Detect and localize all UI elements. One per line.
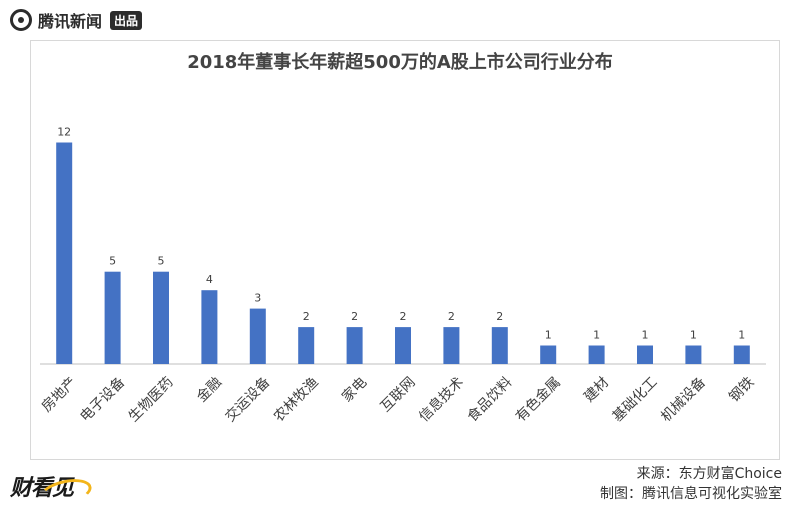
data-label-8: 2 xyxy=(448,310,455,323)
category-label-11: 建材 xyxy=(581,374,612,405)
credit-text: 制图：腾讯信息可视化实验室 xyxy=(600,486,782,502)
data-label-4: 3 xyxy=(254,292,261,305)
data-label-14: 1 xyxy=(738,329,745,342)
category-label-9: 食品饮料 xyxy=(464,374,516,426)
category-label-2: 生物医药 xyxy=(126,374,177,425)
source-block: 来源：东方财富Choice 制图：腾讯信息可视化实验室 xyxy=(600,464,782,504)
bar-14 xyxy=(733,345,750,364)
bar-0 xyxy=(56,142,73,364)
bar-4 xyxy=(249,308,266,364)
bar-7 xyxy=(395,327,411,364)
bar-11 xyxy=(588,345,605,364)
data-label-10: 1 xyxy=(545,329,552,342)
category-label-1: 电子设备 xyxy=(77,374,129,426)
data-label-2: 5 xyxy=(158,255,165,268)
bar-13 xyxy=(685,345,702,364)
data-label-12: 1 xyxy=(642,329,649,342)
category-label-3: 金融 xyxy=(194,374,225,405)
category-label-4: 交运设备 xyxy=(222,374,274,426)
data-label-1: 5 xyxy=(109,255,116,268)
bar-10 xyxy=(540,345,557,364)
data-label-6: 2 xyxy=(351,310,358,323)
category-label-10: 有色金属 xyxy=(512,374,564,426)
bar-3 xyxy=(201,290,218,364)
data-label-9: 2 xyxy=(496,310,503,323)
category-label-8: 信息技术 xyxy=(415,374,467,426)
data-label-11: 1 xyxy=(593,329,600,342)
bar-9 xyxy=(491,327,508,364)
data-label-0: 12 xyxy=(57,126,71,139)
bar-2 xyxy=(153,271,169,364)
data-label-7: 2 xyxy=(400,310,407,323)
category-label-0: 房地产 xyxy=(39,374,80,415)
brand-name: 腾讯新闻 xyxy=(38,12,103,31)
data-label-13: 1 xyxy=(690,329,697,342)
chart-title: 2018年董事长年薪超500万的A股上市公司行业分布 xyxy=(187,52,613,73)
bar-8 xyxy=(443,327,460,364)
category-label-14: 钢铁 xyxy=(726,374,757,405)
logo-text: 财看见 xyxy=(10,476,74,501)
brand-header: 腾讯新闻 出品 xyxy=(10,8,143,32)
category-label-5: 农林牧渔 xyxy=(271,374,322,425)
category-label-12: 基础化工 xyxy=(609,374,661,426)
brand-badge: 出品 xyxy=(110,10,143,30)
caikanjian-logo: 财看见 xyxy=(8,466,98,510)
source-text: 来源：东方财富Choice xyxy=(636,466,782,482)
category-label-6: 家电 xyxy=(338,374,370,406)
bar-1 xyxy=(104,271,121,364)
bar-5 xyxy=(298,327,315,364)
chart-frame xyxy=(30,40,780,460)
tencent-news-logo-icon xyxy=(10,9,32,31)
category-label-13: 机械设备 xyxy=(657,374,709,426)
data-label-5: 2 xyxy=(303,310,310,323)
bar-6 xyxy=(346,327,363,364)
bar-12 xyxy=(637,345,653,364)
data-label-3: 4 xyxy=(206,273,213,286)
category-label-7: 互联网 xyxy=(378,374,419,415)
